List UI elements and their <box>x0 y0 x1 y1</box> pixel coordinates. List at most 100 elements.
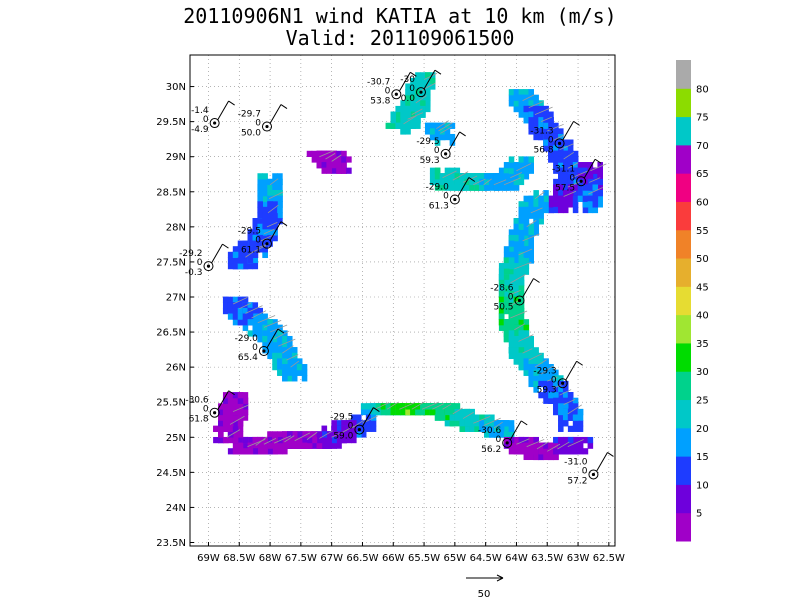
wind-cell <box>538 364 544 371</box>
station-dot <box>419 90 423 94</box>
wind-cell <box>257 307 263 315</box>
wind-cell <box>365 403 372 410</box>
wind-cell <box>484 173 490 180</box>
station-circle <box>261 238 272 249</box>
colorbar-swatch <box>676 286 691 316</box>
wind-cell <box>513 246 520 253</box>
wind-cell <box>498 274 505 281</box>
wind-cell <box>410 94 416 101</box>
wind-cell <box>277 358 283 365</box>
wind-cell <box>513 268 520 275</box>
wind-cell <box>508 251 515 259</box>
wind-cell <box>548 386 554 393</box>
wind-cell <box>267 240 273 247</box>
wind-cell <box>429 408 436 416</box>
wind-cell <box>503 296 510 303</box>
wind-vector <box>528 101 544 108</box>
wind-cell <box>503 263 510 270</box>
wind-cell <box>415 408 421 416</box>
wind-cell <box>572 448 579 455</box>
wind-cell <box>301 364 308 371</box>
wind-cell <box>296 364 303 371</box>
wind-cell <box>489 425 495 432</box>
station-label: -30.6 <box>478 426 502 436</box>
wind-cell <box>336 167 342 174</box>
wind-cell <box>523 263 530 270</box>
wind-cell <box>523 173 530 180</box>
wind-cell <box>232 392 239 399</box>
wind-cell <box>227 397 234 404</box>
wind-cell <box>553 150 559 158</box>
reference-vector: 50 <box>466 574 504 600</box>
colorbar-label: 55 <box>696 226 709 237</box>
wind-cell <box>558 201 564 208</box>
wind-cell <box>444 128 451 135</box>
x-tick-label: 66W <box>382 553 405 564</box>
wind-cell <box>538 128 544 135</box>
wind-cell <box>449 178 456 186</box>
wind-cell <box>232 302 239 309</box>
wind-cell <box>538 195 544 202</box>
wind-cell <box>277 442 283 449</box>
wind-cell <box>587 442 594 449</box>
wind-cell <box>548 380 554 388</box>
wind-cell <box>513 229 520 236</box>
wind-cell <box>405 128 411 135</box>
station-barb <box>361 407 374 427</box>
wind-cell <box>553 369 559 376</box>
wind-cell <box>518 229 525 236</box>
x-tick-label: 63W <box>567 553 590 564</box>
wind-cell <box>567 156 574 163</box>
wind-cell <box>489 178 495 186</box>
wind-cell <box>558 442 564 449</box>
wind-cell <box>390 117 397 124</box>
wind-cell <box>365 414 372 421</box>
wind-vector <box>263 228 275 235</box>
wind-cell <box>523 341 530 348</box>
wind-cell <box>257 201 263 208</box>
wind-cell <box>528 453 534 461</box>
wind-cell <box>434 128 441 135</box>
wind-cell <box>424 128 431 135</box>
wind-cell <box>227 431 234 438</box>
station-barb <box>423 69 436 90</box>
wind-cell <box>287 442 293 449</box>
wind-cell <box>287 341 293 348</box>
x-tick-label: 69W <box>197 553 220 564</box>
wind-cell <box>508 330 515 337</box>
wind-cell <box>321 162 328 169</box>
station-label: 59.0 <box>333 432 353 442</box>
wind-cell <box>237 240 244 247</box>
wind-cell <box>508 285 515 292</box>
station-label: -29.5 <box>238 227 261 237</box>
wind-cell <box>523 117 530 124</box>
station-label: -30 <box>400 75 415 85</box>
y-tick-label: 26.5N <box>156 328 186 339</box>
wind-cell <box>301 375 308 382</box>
wind-cell <box>508 341 515 348</box>
wind-cell <box>277 369 283 376</box>
chart-title: 20110906N1 wind KATIA at 10 km (m/s) <box>183 4 617 28</box>
wind-cell <box>282 352 288 360</box>
wind-cell <box>513 313 520 320</box>
wind-cell <box>444 420 451 427</box>
wind-cell <box>282 369 288 376</box>
wind-cell <box>232 296 239 303</box>
wind-vector <box>518 248 533 256</box>
wind-cell <box>493 420 500 427</box>
wind-vector <box>245 251 255 258</box>
wind-cell <box>543 133 549 141</box>
wind-cell <box>533 364 539 371</box>
colorbar-label: 70 <box>696 141 709 152</box>
wind-cell <box>503 319 510 326</box>
wind-cell <box>287 347 293 354</box>
wind-cell <box>577 162 584 169</box>
wind-cell <box>262 178 268 186</box>
wind-cell <box>523 358 530 365</box>
colorbar-label: 10 <box>696 480 709 491</box>
wind-cell <box>572 201 579 208</box>
wind-vector <box>540 116 553 123</box>
wind-cell <box>341 420 347 427</box>
wind-cell <box>415 122 421 129</box>
wind-cell <box>553 156 559 163</box>
